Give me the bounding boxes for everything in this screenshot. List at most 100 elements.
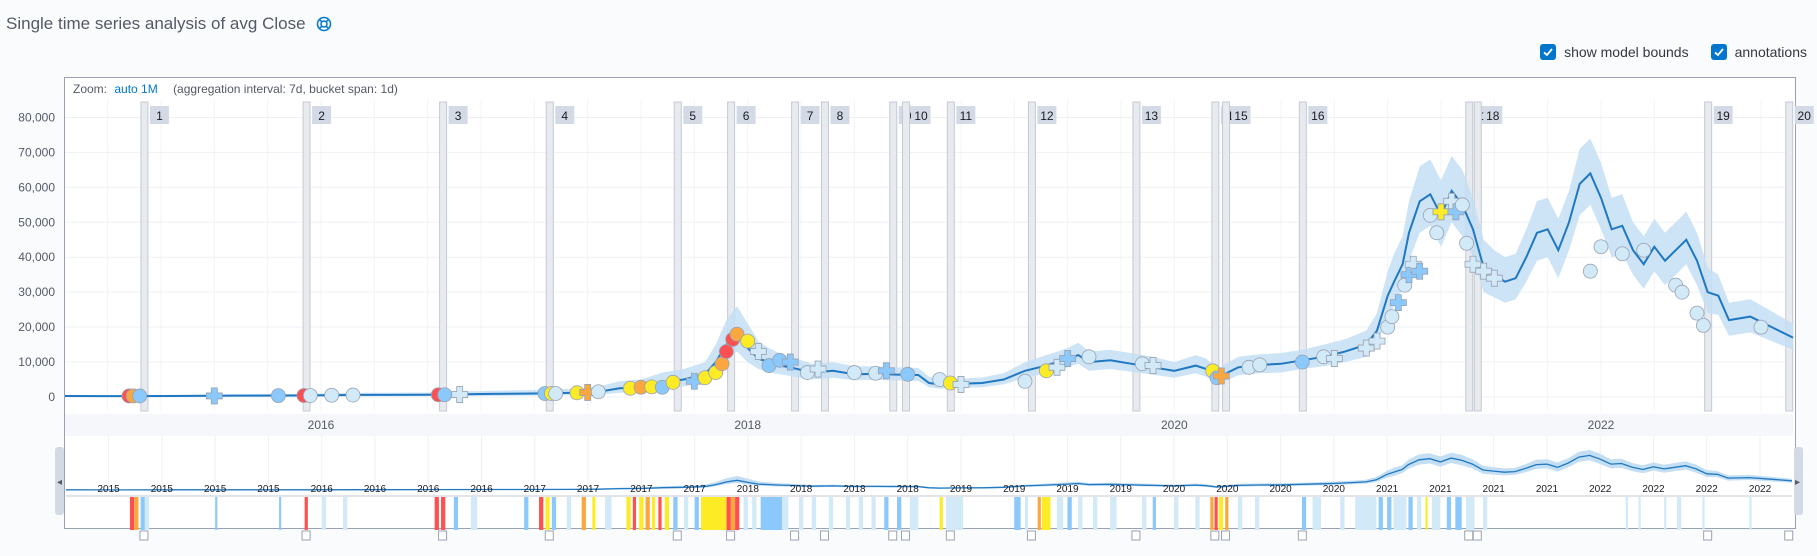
anomaly-cross-marker[interactable] (1432, 203, 1450, 221)
annotation-label-box[interactable] (683, 106, 703, 124)
annotation-band[interactable] (889, 101, 898, 412)
swimlane-cell[interactable] (828, 497, 834, 530)
anomaly-marker[interactable] (590, 384, 606, 400)
annotation-band[interactable] (820, 101, 829, 412)
swimlane-cell[interactable] (566, 497, 572, 530)
swimlane-cell[interactable] (700, 497, 727, 530)
annotation-marker[interactable]: 11 (945, 101, 976, 541)
swimlane-cell[interactable] (134, 497, 139, 530)
swimlane-cell[interactable] (781, 497, 789, 530)
swimlane-cell[interactable] (726, 497, 731, 530)
annotation-label[interactable]: 7 (807, 109, 814, 123)
swimlane-cell[interactable] (592, 497, 596, 530)
annotation-marker[interactable]: 6 (726, 101, 756, 541)
anomaly-marker[interactable] (1674, 284, 1690, 300)
anomaly-cross-marker[interactable] (1048, 358, 1066, 376)
annotation-label[interactable]: 11 (960, 109, 973, 123)
annotation-marker[interactable]: 16 (1297, 101, 1328, 541)
anomaly-marker[interactable] (132, 388, 148, 404)
annotation-label[interactable]: 13 (1145, 109, 1159, 123)
anomaly-marker[interactable] (740, 333, 756, 349)
swimlane-cell[interactable] (1110, 497, 1117, 530)
anomaly-cross-marker[interactable] (1357, 339, 1375, 357)
annotation-band[interactable] (1222, 101, 1231, 412)
annotation-band[interactable] (1211, 101, 1220, 412)
annotation-label[interactable]: 3 (455, 109, 462, 123)
anomaly-marker[interactable] (1582, 263, 1598, 279)
swimlane-cell[interactable] (434, 497, 439, 530)
annotation-band[interactable] (302, 101, 311, 412)
anomaly-cross-marker[interactable] (1411, 262, 1429, 280)
anomaly-cross-marker[interactable] (952, 376, 970, 393)
swimlane-cell[interactable] (1041, 497, 1051, 530)
annotations-checkbox[interactable]: annotations (1710, 44, 1807, 60)
swimlane-cell[interactable] (735, 497, 740, 530)
swimlane-cell[interactable] (1301, 497, 1307, 530)
swimlane-cell[interactable] (1416, 497, 1422, 530)
anomaly-cross-marker[interactable] (451, 386, 469, 403)
swimlane-cell[interactable] (1067, 497, 1072, 530)
annotation-label[interactable]: 12 (1040, 109, 1054, 123)
swimlane-cell[interactable] (1676, 497, 1682, 530)
annotation-label-box[interactable] (1231, 106, 1251, 124)
swimlane-cell[interactable] (215, 497, 218, 530)
swimlane-cell[interactable] (470, 497, 478, 530)
annotation-label-box[interactable] (1713, 106, 1733, 124)
anomaly-marker[interactable] (345, 387, 361, 403)
anomaly-cross-marker[interactable] (579, 384, 597, 401)
anomaly-marker[interactable] (1384, 309, 1400, 325)
annotation-band[interactable] (791, 101, 800, 412)
swimlane-cell[interactable] (545, 497, 550, 530)
annotation-label-box[interactable] (1308, 106, 1328, 124)
annotation-label-box[interactable] (736, 106, 756, 124)
swimlane-cell[interactable] (946, 497, 964, 530)
swimlane-cell[interactable] (939, 497, 943, 530)
annotation-label-box[interactable] (555, 106, 575, 124)
swimlane-cell[interactable] (743, 497, 748, 530)
swimlane-cell[interactable] (645, 497, 650, 530)
checkbox-checked-icon[interactable] (1540, 44, 1557, 60)
annotation-label[interactable]: 20 (1798, 109, 1812, 123)
anomaly-cross-marker[interactable] (1325, 350, 1343, 367)
annotation-label-box[interactable] (956, 106, 976, 124)
annotation-label[interactable]: 1 (1227, 109, 1234, 123)
swimlane-cell[interactable] (1431, 497, 1441, 530)
swimlane-cell[interactable] (1408, 497, 1413, 530)
swimlane-cell[interactable] (1174, 497, 1179, 530)
swimlane-cell[interactable] (1037, 497, 1041, 530)
swimlane-cell[interactable] (1195, 497, 1200, 530)
swimlane-cell[interactable] (1749, 497, 1752, 530)
swimlane-cell[interactable] (632, 497, 637, 530)
swimlane-cell[interactable] (551, 497, 557, 530)
annotation-label[interactable]: 2 (318, 109, 325, 123)
anomaly-cross-marker[interactable] (749, 343, 767, 360)
swimlane-cell[interactable] (1387, 497, 1392, 530)
swimlane-cell[interactable] (304, 497, 308, 530)
swimlane-cell[interactable] (1014, 497, 1021, 530)
annotation-band[interactable] (1785, 101, 1794, 412)
brush-right-arrow-icon[interactable]: ▸ (1795, 477, 1800, 488)
swimlane-cell[interactable] (1255, 497, 1260, 530)
swimlane-cell[interactable] (1024, 497, 1029, 530)
swimlane-cell[interactable] (1142, 497, 1147, 530)
anomaly-marker[interactable] (270, 388, 286, 404)
anomaly-marker[interactable] (1689, 305, 1705, 321)
swimlane-cell[interactable] (811, 497, 817, 530)
anomaly-marker[interactable] (1081, 349, 1097, 365)
swimlane-cell[interactable] (1465, 497, 1475, 530)
anomaly-marker[interactable] (1753, 319, 1769, 335)
swimlane-cell[interactable] (539, 497, 544, 530)
brush-handle-right[interactable] (1794, 447, 1803, 515)
swimlane-cell[interactable] (799, 497, 804, 530)
swimlane-cell[interactable] (1340, 497, 1345, 530)
anomaly-marker[interactable] (1017, 373, 1033, 389)
annotation-marker[interactable]: 15 (1221, 101, 1251, 541)
swimlane-cell[interactable] (673, 497, 678, 530)
annotation-band[interactable] (1132, 101, 1141, 412)
swimlane-cell[interactable] (683, 497, 689, 530)
swimlane-cell[interactable] (1237, 497, 1243, 530)
annotation-label-box[interactable] (1141, 106, 1161, 124)
anomaly-marker[interactable] (1429, 225, 1445, 241)
swimlane-cell[interactable] (1218, 497, 1224, 530)
